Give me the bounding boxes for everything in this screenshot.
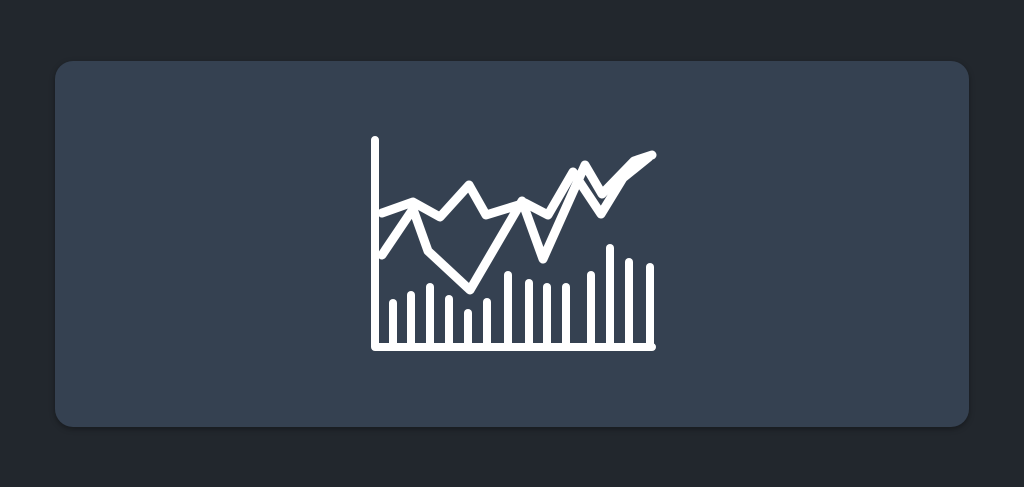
price-line [377, 150, 657, 295]
stock-chart-icon [371, 136, 657, 351]
chart-card [55, 61, 969, 427]
chart-axis [371, 136, 656, 351]
volume-bars [389, 244, 654, 349]
